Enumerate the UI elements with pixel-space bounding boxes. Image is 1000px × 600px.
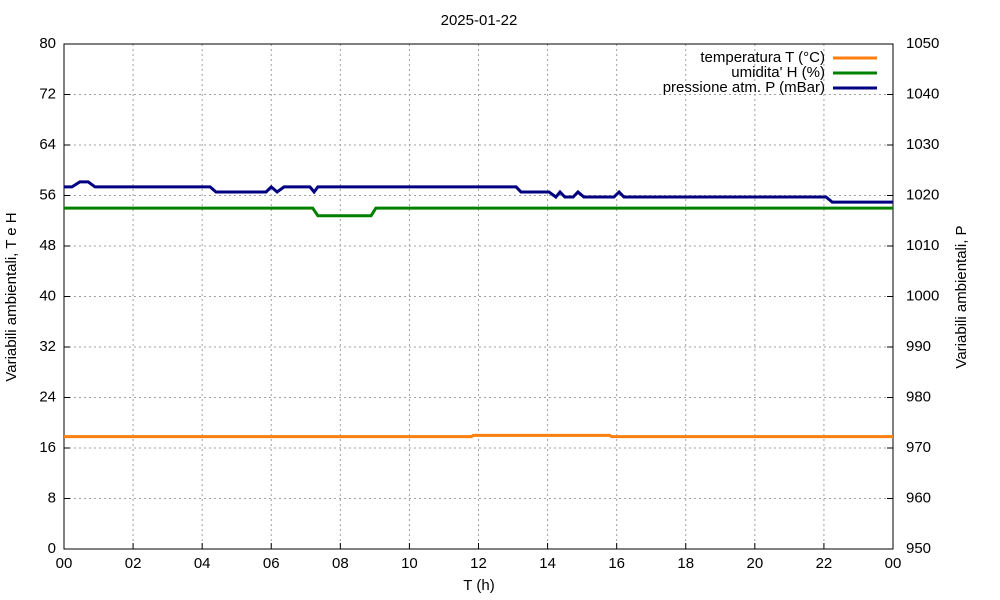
x-tick-label: 04 [194,555,211,572]
legend-label: pressione atm. P (mBar) [663,79,825,96]
x-tick-label: 16 [608,555,625,572]
y-tick-label: 64 [39,136,56,153]
y2-tick-label: 950 [906,540,931,557]
legend-label: temperatura T (°C) [700,49,825,66]
x-tick-label: 06 [263,555,280,572]
y2-axis-label: Variabili ambientali, P [953,225,970,368]
x-tick-label: 20 [746,555,763,572]
y2-tick-label: 1030 [906,136,939,153]
x-tick-label: 18 [677,555,694,572]
legend-label: umidita' H (%) [731,64,825,81]
y2-tick-label: 990 [906,338,931,355]
y2-tick-label: 980 [906,388,931,405]
y-tick-label: 16 [39,439,56,456]
y2-tick-label: 1010 [906,237,939,254]
x-tick-label: 08 [332,555,349,572]
y-tick-label: 0 [48,540,56,557]
x-tick-label: 10 [401,555,418,572]
y-tick-label: 24 [39,388,56,405]
x-tick-label: 14 [539,555,556,572]
y2-tick-label: 970 [906,439,931,456]
y-tick-label: 8 [48,489,56,506]
y-tick-label: 72 [39,85,56,102]
series-line [64,433,893,439]
chart-title: 2025-01-22 [441,12,518,29]
y2-tick-label: 1050 [906,35,939,52]
y-tick-label: 40 [39,287,56,304]
x-tick-label: 12 [470,555,487,572]
y-tick-label: 56 [39,186,56,203]
x-tick-label: 02 [125,555,142,572]
x-tick-label: 00 [885,555,902,572]
x-axis-label: T (h) [463,577,494,594]
series-line [64,206,893,218]
y-tick-label: 80 [39,35,56,52]
y2-tick-label: 960 [906,489,931,506]
y2-tick-label: 1000 [906,287,939,304]
y2-tick-label: 1020 [906,186,939,203]
y-axis-label: Variabili ambientali, T e H [3,212,20,381]
y2-tick-label: 1040 [906,85,939,102]
plot-border [63,43,894,550]
y-tick-label: 48 [39,237,56,254]
x-tick-label: 22 [816,555,833,572]
x-tick-label: 00 [56,555,73,572]
y-tick-label: 32 [39,338,56,355]
series-line [64,180,893,204]
